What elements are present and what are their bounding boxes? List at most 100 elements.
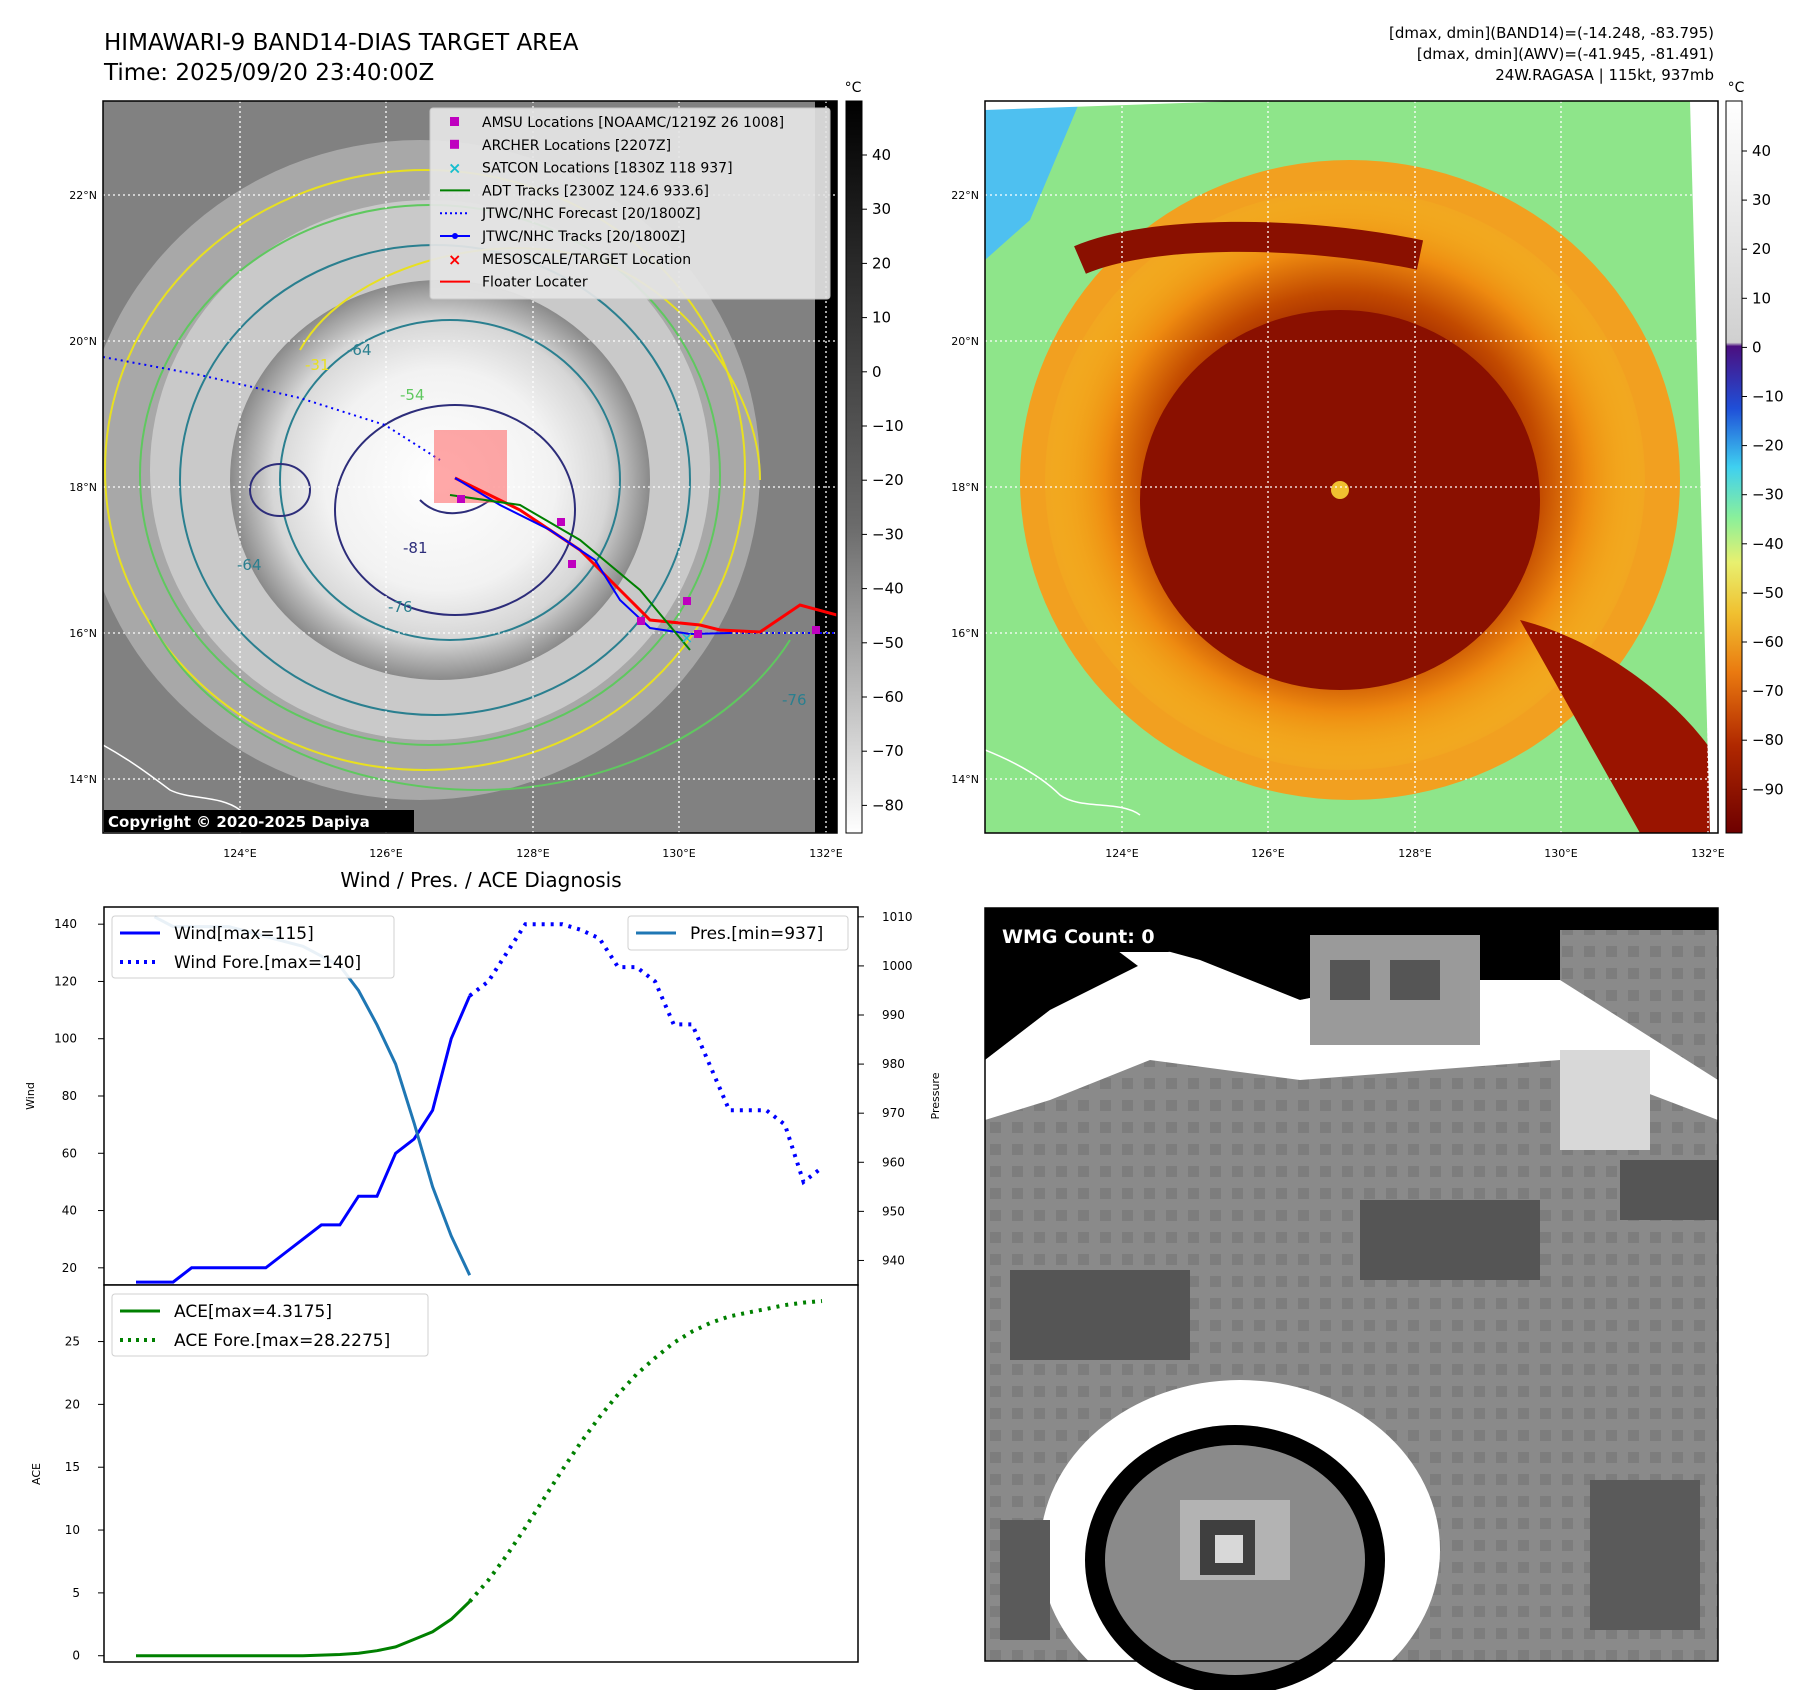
legend-square-marker: [450, 139, 459, 149]
map-legend-item: JTWC/NHC Forecast [20/1800Z]: [440, 206, 701, 222]
ace-tick-label: 25: [65, 1335, 80, 1349]
left-lat-labels: 22°N 20°N 18°N 16°N 14°N: [69, 189, 97, 786]
pressure-tick-label: 970: [882, 1106, 905, 1120]
adt-track: [449, 494, 691, 651]
wind-tick-label: 100: [54, 1032, 77, 1046]
colorbar-tick-label: −20: [872, 471, 904, 489]
colorbar-tick-label: −90: [1752, 780, 1784, 798]
figure-time: Time: 2025/09/20 23:40:00Z: [103, 60, 434, 86]
colorbar-tick-label: 40: [1752, 142, 1771, 160]
map-legend-item: × MESOSCALE/TARGET Location: [448, 250, 691, 269]
map-legend-label: ARCHER Locations [2207Z]: [482, 138, 671, 154]
colorbar-tick-label: 20: [872, 254, 891, 272]
colorbar-tick-label: −40: [1752, 535, 1784, 553]
legend-square-marker: [450, 117, 459, 126]
colorbar-tick-label: −20: [1752, 437, 1784, 455]
contour-navy: [334, 404, 576, 616]
ace-tick-label: 10: [65, 1523, 80, 1537]
colorbar-tick-label: 40: [872, 146, 891, 164]
svg-text:124°E: 124°E: [223, 847, 256, 860]
colorbar-tick-label: 30: [1752, 191, 1771, 209]
colorbar-tick-label: −40: [872, 580, 904, 598]
awv-eye: [1331, 481, 1349, 499]
colorbar-tick-label: −80: [1752, 731, 1784, 749]
diag-title: Wind / Pres. / ACE Diagnosis: [340, 868, 621, 892]
legend-x-marker: ×: [448, 159, 461, 178]
ace-legend-obs: ACE[max=4.3175]: [174, 1302, 332, 1322]
svg-text:14°N: 14°N: [951, 773, 979, 786]
wind-axis-ticks: 20 40 60 80 100 120 140: [54, 917, 104, 1275]
awv-colorbar: [1725, 100, 1743, 834]
wind-tick-label: 60: [62, 1146, 77, 1160]
map-legend-item: ADT Tracks [2300Z 124.6 933.6]: [440, 183, 709, 199]
band14-colorbar-ticks: 40 30 20 10 0 −10 −20 −30 −40 −50 −60 −70 −80: [862, 146, 904, 814]
archer-markers: [457, 495, 820, 638]
map-legend-label: AMSU Locations [NOAAMC/1219Z 26 1008]: [482, 115, 784, 131]
map-legend-label: SATCON Locations [1830Z 118 937]: [482, 161, 733, 177]
ace-legend: ACE[max=4.3175] ACE Fore.[max=28.2275]: [111, 1293, 429, 1357]
svg-text:132°E: 132°E: [809, 847, 842, 860]
svg-text:124°E: 124°E: [1105, 847, 1138, 860]
target-area-box: [434, 430, 507, 503]
pressure-tick-label: 990: [882, 1008, 905, 1022]
right-lon-labels: 124°E 126°E 128°E 130°E 132°E: [1105, 847, 1724, 860]
colorbar-tick-label: −10: [1752, 388, 1784, 406]
svg-text:-64: -64: [347, 341, 372, 359]
legend-dot-marker: [452, 233, 458, 239]
ace-tick-label: 5: [72, 1586, 80, 1600]
svg-text:22°N: 22°N: [69, 189, 97, 202]
map-legend-item: AMSU Locations [NOAAMC/1219Z 26 1008]: [450, 115, 784, 131]
map-legend-label: JTWC/NHC Forecast [20/1800Z]: [481, 206, 701, 222]
pressure-tick-label: 940: [882, 1253, 905, 1267]
awv-gridlines: [985, 101, 1718, 833]
contour-eyewall: [419, 499, 491, 515]
ace-tick-label: 15: [65, 1460, 80, 1474]
colorbar-tick-label: −50: [1752, 584, 1784, 602]
pressure-tick-label: 960: [882, 1155, 905, 1169]
pressure-tick-label: 950: [882, 1204, 905, 1218]
wind-tick-label: 40: [62, 1204, 77, 1218]
map-legend-label: Floater Locater: [482, 275, 588, 291]
map-legend-label: JTWC/NHC Tracks [20/1800Z]: [481, 229, 685, 245]
contour-navy-small: [249, 463, 311, 517]
colorbar-tick-label: −80: [872, 796, 904, 814]
ace-axis-ticks: 0 5 10 15 20 25: [65, 1335, 104, 1663]
colorbar-tick-label: 0: [872, 363, 882, 381]
ace-tick-label: 20: [65, 1397, 80, 1411]
wind-legend-obs: Wind[max=115]: [174, 924, 314, 944]
svg-text:130°E: 130°E: [662, 847, 695, 860]
svg-text:-76: -76: [388, 598, 413, 616]
figure-title: HIMAWARI-9 BAND14-DIAS TARGET AREA: [104, 30, 579, 56]
svg-text:126°E: 126°E: [1251, 847, 1284, 860]
wind-tick-label: 120: [54, 974, 77, 988]
svg-text:128°E: 128°E: [516, 847, 549, 860]
map-legend-label: MESOSCALE/TARGET Location: [482, 252, 691, 268]
left-lon-labels: 124°E 126°E 128°E 130°E 132°E: [223, 847, 842, 860]
contour-labels: -64 -76 -81 -64 -76 -54 -31: [237, 341, 807, 709]
wind-tick-label: 140: [54, 917, 77, 931]
awv-coastline: [985, 749, 1141, 816]
jtwc-track: [454, 477, 731, 636]
awv-colorbar-ticks: 40 30 20 10 0 −10 −20 −30 −40 −50 −60 −70 −80 −90: [1742, 142, 1784, 798]
pressure-legend: Pres.[min=937]: [627, 915, 849, 951]
svg-text:14°N: 14°N: [69, 773, 97, 786]
colorbar-tick-label: 20: [1752, 240, 1771, 258]
awv-colorbar-unit: °C: [1728, 80, 1745, 96]
colorbar-tick-label: −60: [1752, 633, 1784, 651]
wind-tick-label: 80: [62, 1089, 77, 1103]
pressure-axis-ticks: 940 950 960 970 980 990 1000 1010: [858, 910, 913, 1267]
colorbar-tick-label: −30: [872, 525, 904, 543]
info-band14: [dmax, dmin](BAND14)=(-14.248, -83.795): [1389, 24, 1714, 42]
wmg-count-label: WMG Count: 0: [1002, 926, 1155, 948]
colorbar-tick-label: −10: [872, 417, 904, 435]
pressure-axis-label: Pressure: [929, 1072, 942, 1119]
copyright-text: Copyright © 2020-2025 Dapiya: [108, 813, 370, 831]
svg-text:130°E: 130°E: [1544, 847, 1577, 860]
wind-legend-forecast: Wind Fore.[max=140]: [174, 953, 361, 973]
svg-text:18°N: 18°N: [69, 481, 97, 494]
svg-text:18°N: 18°N: [951, 481, 979, 494]
colorbar-tick-label: 10: [872, 309, 891, 327]
colorbar-tick-label: −50: [872, 634, 904, 652]
pressure-legend-obs: Pres.[min=937]: [690, 924, 823, 944]
wmg-panel: [985, 908, 1718, 1690]
